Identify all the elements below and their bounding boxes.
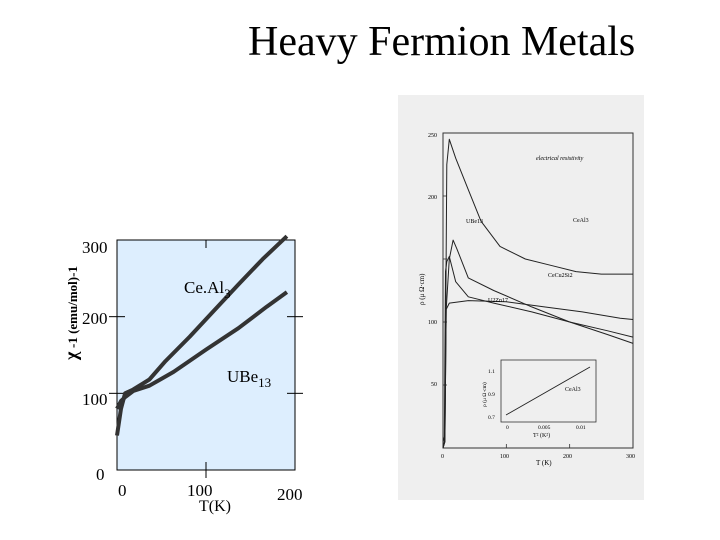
- scan-annotation-u2zn17: U2Zn17: [488, 298, 508, 304]
- scan-x-tick-0: 0: [441, 454, 444, 460]
- annotation-ube13: UBe13: [227, 367, 271, 390]
- scan-y-tick-50: 50: [431, 382, 437, 388]
- scan-annotation-electrical-resistivity: electrical resistivity: [536, 156, 584, 162]
- slide-title: Heavy Fermion Metals: [248, 19, 636, 65]
- series-lines: [115, 234, 289, 436]
- y-axis-label-text: -1 (emu/mol)-1: [65, 266, 80, 348]
- scan-plot-frame: [442, 132, 634, 449]
- resistivity-figure: 250 200 100 50 0 100 200 300 T (K) ρ (μ …: [398, 95, 644, 500]
- inset-y-tick-0.7: 0.7: [488, 415, 495, 421]
- scan-y-tick-200: 200: [428, 195, 437, 201]
- tick-marks: [109, 240, 303, 478]
- y-tick-label-0: 0: [96, 465, 105, 484]
- inset-label-ceal3: CeAl3: [565, 387, 581, 393]
- scan-x-tick-200: 200: [563, 454, 572, 460]
- scan-annotation-ube13: UBe13: [466, 219, 483, 225]
- scan-series-lines: [442, 138, 634, 449]
- inset-x-axis-label: T² (K²): [533, 432, 550, 439]
- plot-area: [116, 239, 296, 471]
- scan-series-u2zn17: [442, 300, 634, 449]
- y-tick-label-100: 100: [82, 390, 108, 409]
- scan-y-axis-label: ρ (μ Ω·cm): [418, 273, 426, 305]
- inset-y-tick-1.1: 1.1: [488, 369, 495, 375]
- y-tick-label-200: 200: [82, 309, 108, 328]
- x-axis-label: T(K): [199, 498, 231, 515]
- scan-x-axis-label: T (K): [536, 459, 552, 467]
- scan-annotation-ceal3: CeAl3: [573, 218, 589, 224]
- inset-line: [505, 366, 591, 416]
- inset-y-axis-label: ρ (μ Ω·cm): [481, 382, 488, 407]
- x-tick-label-200: 200: [277, 485, 303, 504]
- scan-annotation-cecu2si2: CeCu2Si2: [548, 273, 573, 279]
- inset-x-tick-0.005: 0.005: [538, 425, 551, 431]
- inset-x-tick-0.01: 0.01: [576, 425, 586, 431]
- series-line-ube13: [115, 290, 289, 410]
- x-tick-label-100: 100: [187, 481, 213, 500]
- x-tick-label-0: 0: [118, 481, 127, 500]
- scan-x-tick-100: 100: [500, 454, 509, 460]
- scan-series-ceal3: [442, 138, 633, 442]
- y-axis-label: χ -1 (emu/mol)-1: [61, 266, 81, 361]
- scan-background: [398, 95, 644, 500]
- inset-y-tick-0.9: 0.9: [488, 392, 495, 398]
- scan-series-ube13: [442, 256, 634, 449]
- scan-y-tick-100: 100: [428, 320, 437, 326]
- scan-y-tick-250: 250: [428, 133, 437, 139]
- y-axis-label-symbol: χ: [61, 351, 81, 361]
- scan-x-tick-300: 300: [626, 454, 635, 460]
- y-tick-label-300: 300: [82, 238, 108, 257]
- inset-x-tick-0: 0: [506, 425, 509, 431]
- annotation-ceal3: Ce.Al3: [184, 278, 231, 301]
